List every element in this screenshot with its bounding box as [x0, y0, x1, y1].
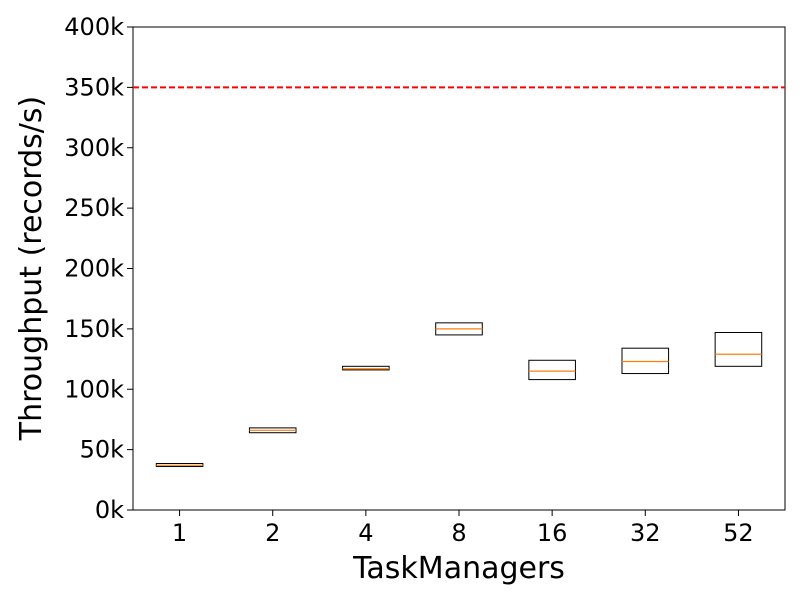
- box-16: [528, 359, 576, 381]
- box-32: [621, 347, 670, 375]
- x-axis-title: TaskManagers: [352, 551, 565, 586]
- box-52: [714, 331, 763, 367]
- x-tick-label: 8: [451, 519, 466, 547]
- y-tick-label: 50k: [80, 436, 125, 464]
- plot-area: [132, 26, 786, 511]
- x-tick-label: 4: [358, 519, 373, 547]
- y-tick-label: 100k: [64, 375, 124, 403]
- box-2: [248, 427, 297, 434]
- y-tick-label: 150k: [64, 315, 124, 343]
- y-tick-label: 250k: [64, 194, 124, 222]
- y-axis-title: Throughput (records/s): [14, 96, 49, 441]
- x-tick-label: 52: [723, 519, 754, 547]
- x-tick-label: 2: [265, 519, 280, 547]
- y-tick-label: 300k: [64, 134, 124, 162]
- y-tick-label: 350k: [64, 73, 124, 101]
- box-body: [342, 365, 390, 371]
- box-body: [528, 359, 576, 381]
- y-tick-label: 200k: [64, 255, 124, 283]
- box-4: [342, 365, 390, 371]
- y-tick-label: 0k: [95, 496, 124, 524]
- box-8: [435, 322, 483, 336]
- box-1: [155, 463, 204, 468]
- box-body: [714, 331, 763, 367]
- y-axis: 0k 50k 100k 150k 200k 250k 300k 350k 400k: [64, 13, 133, 524]
- x-axis: 1 2 4 8 16 32 52: [172, 510, 754, 547]
- x-tick-label: 16: [537, 519, 568, 547]
- y-tick-label: 400k: [64, 13, 124, 41]
- plot-frame: [132, 26, 786, 511]
- x-tick-label: 1: [172, 519, 187, 547]
- x-tick-label: 32: [630, 519, 661, 547]
- box-body: [621, 347, 670, 375]
